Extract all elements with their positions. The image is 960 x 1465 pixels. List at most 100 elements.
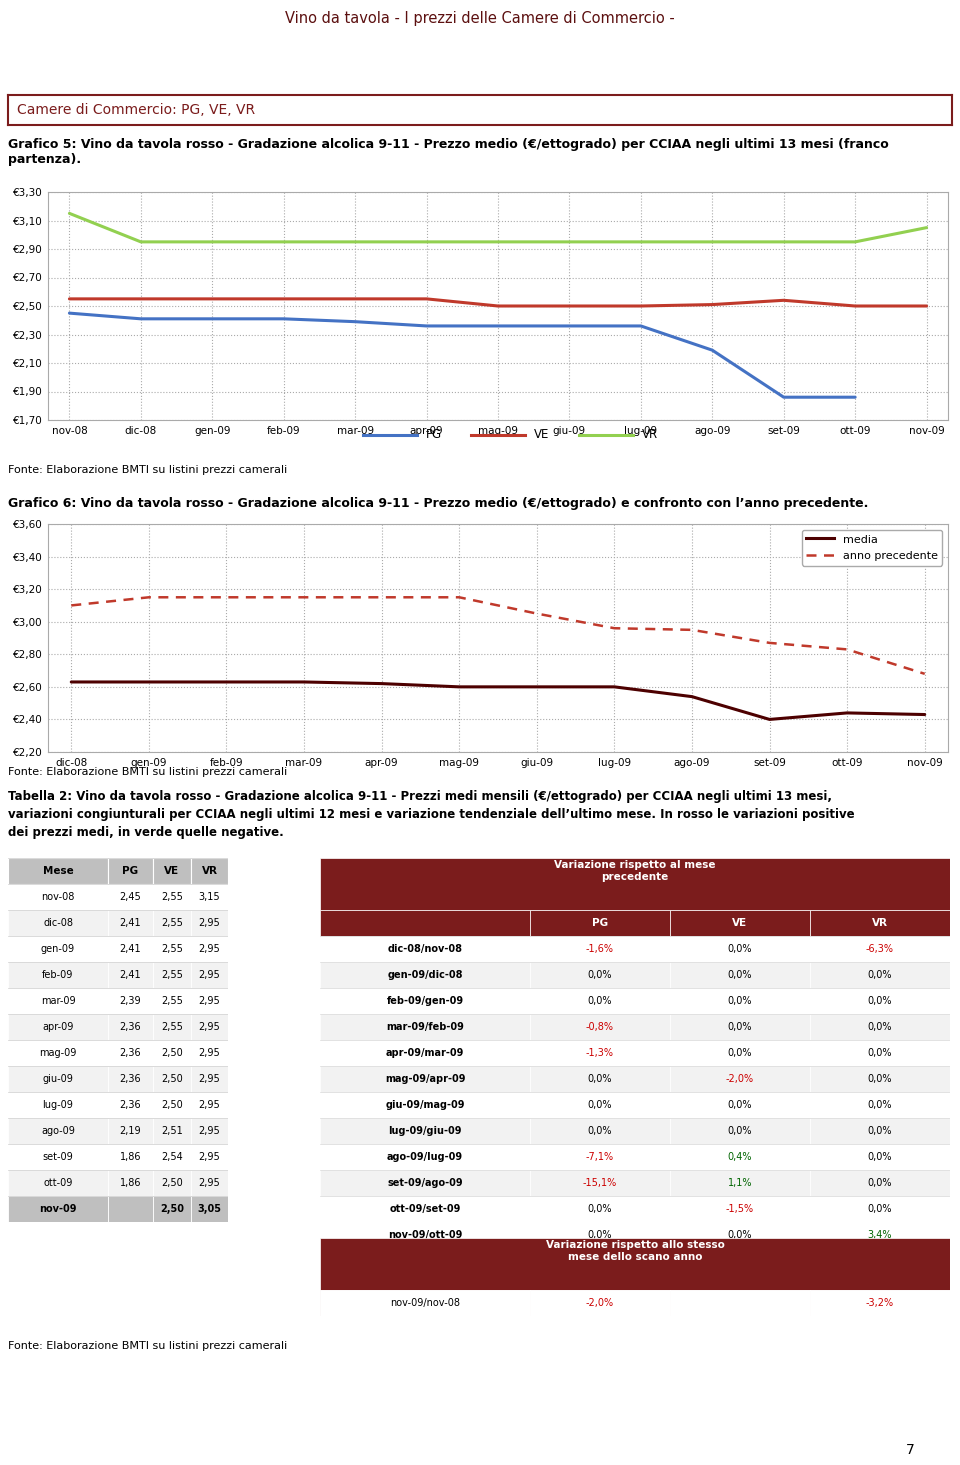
Text: 2,50: 2,50 xyxy=(161,1178,182,1188)
Bar xyxy=(108,1171,153,1195)
Bar xyxy=(530,1014,670,1040)
Bar xyxy=(320,1040,530,1067)
Text: 0,0%: 0,0% xyxy=(868,1047,892,1058)
Text: 2,51: 2,51 xyxy=(161,1127,182,1135)
Bar xyxy=(191,936,228,963)
Bar xyxy=(153,963,191,987)
Bar xyxy=(810,1144,950,1171)
Bar xyxy=(108,1144,153,1171)
Bar xyxy=(108,1014,153,1040)
Bar xyxy=(108,910,153,936)
Text: 0,0%: 0,0% xyxy=(728,943,753,954)
Text: 2,36: 2,36 xyxy=(120,1100,141,1110)
Text: -1,6%: -1,6% xyxy=(586,943,614,954)
Bar xyxy=(530,1067,670,1091)
Bar xyxy=(670,1291,810,1316)
Text: 0,0%: 0,0% xyxy=(868,1204,892,1214)
Text: VE: VE xyxy=(732,1298,748,1308)
Bar xyxy=(670,910,810,936)
Bar xyxy=(670,1291,810,1316)
Bar xyxy=(153,1040,191,1067)
Bar xyxy=(191,858,228,883)
Text: 2,36: 2,36 xyxy=(120,1023,141,1031)
Bar xyxy=(810,910,950,936)
Bar xyxy=(153,936,191,963)
Bar xyxy=(8,1014,108,1040)
Bar xyxy=(320,1222,530,1248)
Text: 3,15: 3,15 xyxy=(199,892,220,902)
Bar xyxy=(810,1040,950,1067)
Bar xyxy=(191,1144,228,1171)
Text: 2,55: 2,55 xyxy=(161,919,183,927)
Text: 2,55: 2,55 xyxy=(161,1023,183,1031)
Bar xyxy=(320,1171,530,1195)
Bar xyxy=(670,987,810,1014)
Bar xyxy=(530,910,670,936)
Bar xyxy=(320,1291,530,1316)
Bar xyxy=(191,1118,228,1144)
Text: Fonte: Elaborazione BMTI su listini prezzi camerali: Fonte: Elaborazione BMTI su listini prez… xyxy=(8,768,287,776)
Text: giu-09/mag-09: giu-09/mag-09 xyxy=(385,1100,465,1110)
Text: -15,1%: -15,1% xyxy=(583,1178,617,1188)
Text: -2,0%: -2,0% xyxy=(586,1298,614,1308)
Bar xyxy=(530,987,670,1014)
Bar xyxy=(530,963,670,987)
Text: 0,0%: 0,0% xyxy=(868,1074,892,1084)
Bar xyxy=(108,936,153,963)
Bar xyxy=(153,1171,191,1195)
Bar xyxy=(8,1118,108,1144)
Text: Vino da tavola rosso - Gradazione alcolica 9-11: Vino da tavola rosso - Gradazione alcoli… xyxy=(17,69,405,85)
Text: 2,95: 2,95 xyxy=(199,1100,221,1110)
Bar xyxy=(320,1144,530,1171)
Bar xyxy=(8,1144,108,1171)
Bar xyxy=(153,1067,191,1091)
Text: 2,95: 2,95 xyxy=(199,1151,221,1162)
Bar xyxy=(670,1040,810,1067)
Text: set-09: set-09 xyxy=(42,1151,73,1162)
Text: Mese: Mese xyxy=(42,866,73,876)
Bar xyxy=(810,1291,950,1316)
Bar xyxy=(670,1144,810,1171)
Bar xyxy=(530,1291,670,1316)
Text: feb-09/gen-09: feb-09/gen-09 xyxy=(387,996,464,1006)
Bar xyxy=(530,1222,670,1248)
Bar xyxy=(191,1171,228,1195)
Bar xyxy=(191,910,228,936)
Bar xyxy=(320,910,530,936)
Bar xyxy=(8,1091,108,1118)
Bar xyxy=(810,1291,950,1316)
Bar xyxy=(670,963,810,987)
Text: 0,0%: 0,0% xyxy=(728,1231,753,1239)
Text: dic-08: dic-08 xyxy=(43,919,73,927)
Bar xyxy=(670,1091,810,1118)
Text: feb-09: feb-09 xyxy=(42,970,74,980)
Text: 2,55: 2,55 xyxy=(161,970,183,980)
Text: Fonte: Elaborazione BMTI su listini prezzi camerali: Fonte: Elaborazione BMTI su listini prez… xyxy=(8,464,287,475)
Bar xyxy=(810,1091,950,1118)
Text: 2,19: 2,19 xyxy=(120,1127,141,1135)
Bar xyxy=(320,963,530,987)
Bar xyxy=(670,936,810,963)
Text: 2,50: 2,50 xyxy=(161,1047,182,1058)
Text: PG: PG xyxy=(592,919,608,927)
Text: Fonte: Elaborazione BMTI su listini prezzi camerali: Fonte: Elaborazione BMTI su listini prez… xyxy=(8,1340,287,1351)
Bar xyxy=(153,1144,191,1171)
Bar xyxy=(191,963,228,987)
Bar xyxy=(530,1144,670,1171)
Bar xyxy=(670,1014,810,1040)
Text: 0,0%: 0,0% xyxy=(868,1100,892,1110)
Text: nov-09/nov-08: nov-09/nov-08 xyxy=(390,1298,460,1308)
Bar xyxy=(320,936,530,963)
Bar xyxy=(191,1195,228,1222)
Bar xyxy=(153,883,191,910)
Bar xyxy=(8,1195,108,1222)
Text: 2,41: 2,41 xyxy=(120,970,141,980)
Bar xyxy=(670,1195,810,1222)
Bar xyxy=(810,1195,950,1222)
Bar xyxy=(810,1222,950,1248)
Bar xyxy=(810,1014,950,1040)
Text: VR: VR xyxy=(642,428,659,441)
Text: Variazione rispetto al mese
precedente: Variazione rispetto al mese precedente xyxy=(554,860,716,882)
Text: 1,1%: 1,1% xyxy=(728,1178,753,1188)
Bar xyxy=(191,1067,228,1091)
